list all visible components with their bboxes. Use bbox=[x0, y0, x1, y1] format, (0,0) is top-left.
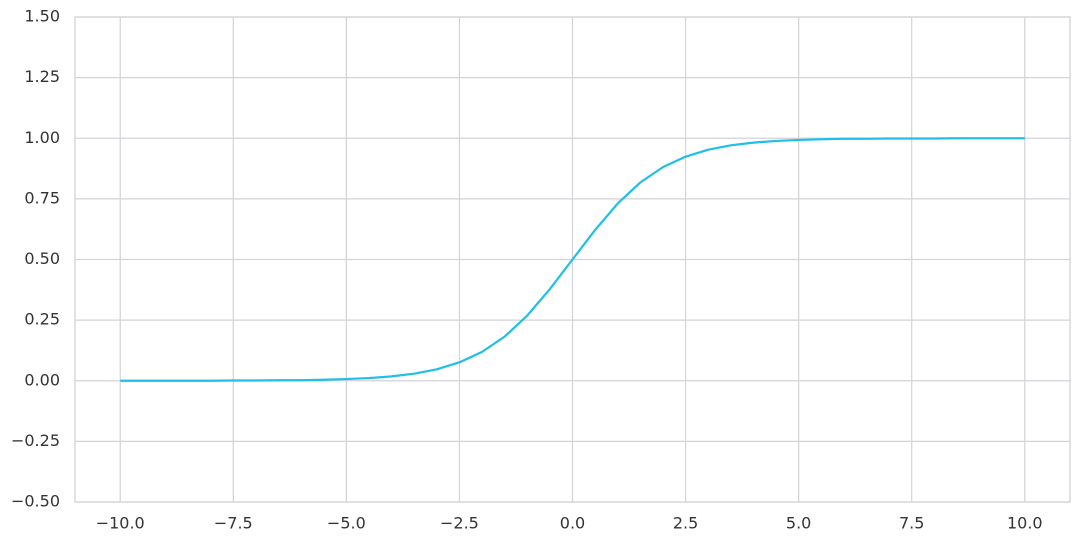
y-tick-label: 0.25 bbox=[24, 310, 60, 329]
x-tick-label: 5.0 bbox=[786, 514, 811, 533]
x-tick-label: −2.5 bbox=[440, 514, 479, 533]
y-tick-label: 0.75 bbox=[24, 188, 60, 207]
y-tick-label: 1.25 bbox=[24, 67, 60, 86]
y-tick-label: 1.50 bbox=[24, 7, 60, 26]
y-tick-label: −0.25 bbox=[11, 431, 60, 450]
x-tick-label: 7.5 bbox=[899, 514, 924, 533]
y-tick-label: −0.50 bbox=[11, 492, 60, 511]
x-tick-label: 0.0 bbox=[560, 514, 585, 533]
y-tick-label: 0.50 bbox=[24, 249, 60, 268]
y-tick-label: 1.00 bbox=[24, 128, 60, 147]
y-tick-label: 0.00 bbox=[24, 370, 60, 389]
x-tick-label: −10.0 bbox=[96, 514, 145, 533]
x-tick-label: 10.0 bbox=[1007, 514, 1043, 533]
x-tick-label: −5.0 bbox=[327, 514, 366, 533]
line-series bbox=[120, 137, 1025, 382]
x-tick-label: −7.5 bbox=[214, 514, 253, 533]
x-tick-label: 2.5 bbox=[673, 514, 698, 533]
